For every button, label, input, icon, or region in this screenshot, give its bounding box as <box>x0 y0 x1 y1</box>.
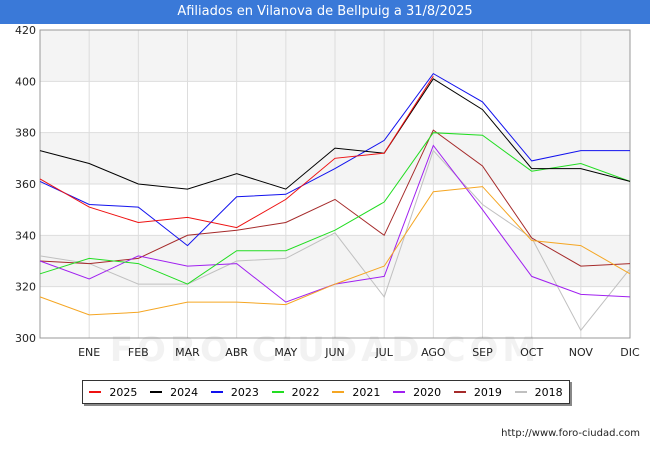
legend-item-2020: 2020 <box>393 386 441 399</box>
x-tick-label: JUL <box>374 346 393 359</box>
legend-label: 2018 <box>534 385 563 399</box>
legend-swatch <box>150 391 163 393</box>
y-tick-label: 340 <box>15 229 36 242</box>
y-tick-label: 360 <box>15 178 36 191</box>
legend-label: 2019 <box>473 385 502 399</box>
legend-swatch <box>89 391 102 393</box>
series-line-2019 <box>39 129 631 267</box>
series-line-2023 <box>39 72 630 247</box>
legend-item-2025: 2025 <box>89 386 137 399</box>
x-tick-label: MAR <box>175 346 200 359</box>
x-tick-label: ENE <box>78 346 100 359</box>
legend-label: 2024 <box>170 385 199 399</box>
source-link[interactable]: http://www.foro-ciudad.com <box>501 428 640 439</box>
legend-item-2023: 2023 <box>210 385 259 399</box>
series-line-2024 <box>39 78 631 190</box>
legend-label: 2021 <box>352 385 381 399</box>
chart-legend: 2025 2024 2023 2022 2021 2020 2019 2018 <box>82 380 570 404</box>
legend-label: 2020 <box>413 385 442 399</box>
legend-label: 2023 <box>230 385 259 399</box>
series-line-2022 <box>39 132 631 285</box>
series-line-2021 <box>39 186 631 316</box>
x-tick-label: DIC <box>620 346 640 359</box>
x-tick-label: OCT <box>520 346 543 359</box>
legend-label: 2022 <box>291 385 320 399</box>
plot-border <box>39 29 631 339</box>
legend-item-2024: 2024 <box>150 386 198 399</box>
legend-item-2022: 2022 <box>271 385 320 399</box>
legend-swatch <box>271 391 284 393</box>
legend-swatch <box>514 391 527 393</box>
legend-swatch <box>393 391 406 393</box>
line-chart: 300 320 340 360 380 400 420 ENE FEB MAR ABR MAY JUN J… <box>15 24 640 359</box>
legend-item-2019: 2019 <box>453 385 502 399</box>
x-tick-label: JUN <box>324 346 345 359</box>
legend-label: 2025 <box>109 385 138 399</box>
legend-swatch <box>453 391 466 393</box>
y-tick-label: 300 <box>15 332 36 345</box>
legend-swatch <box>332 391 345 393</box>
legend-item-2018: 2018 <box>514 385 563 399</box>
x-tick-label: MAY <box>274 346 297 359</box>
x-tick-label: ABR <box>225 346 248 359</box>
x-tick-label: NOV <box>569 346 594 359</box>
x-tick-label: FEB <box>128 346 149 359</box>
x-tick-label: SEP <box>472 346 493 359</box>
series-line-2025 <box>39 75 434 229</box>
chart-title: Afiliados en Vilanova de Bellpuig a 31/8… <box>0 0 650 24</box>
legend-swatch <box>210 391 223 393</box>
y-tick-label: 420 <box>15 24 36 37</box>
x-tick-label: AGO <box>421 346 446 359</box>
y-tick-label: 320 <box>15 281 36 294</box>
y-tick-label: 400 <box>15 75 36 88</box>
y-tick-label: 380 <box>15 127 36 140</box>
legend-item-2021: 2021 <box>332 386 380 399</box>
